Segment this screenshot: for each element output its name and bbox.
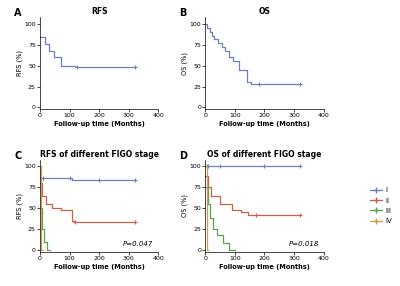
X-axis label: Follow-up time (Months): Follow-up time (Months) [219, 121, 310, 127]
X-axis label: Follow-up time (Months): Follow-up time (Months) [54, 264, 144, 270]
Legend: I, II, III, IV: I, II, III, IV [370, 187, 392, 224]
Title: OS: OS [258, 7, 270, 16]
Text: P=0.047: P=0.047 [123, 241, 154, 247]
Text: P=0.018: P=0.018 [288, 241, 319, 247]
Y-axis label: OS (%): OS (%) [182, 194, 188, 217]
X-axis label: Follow-up time (Months): Follow-up time (Months) [54, 121, 144, 127]
Title: RFS: RFS [91, 7, 107, 16]
Title: RFS of different FIGO stage: RFS of different FIGO stage [40, 150, 158, 159]
Text: C: C [14, 150, 21, 160]
Y-axis label: RFS (%): RFS (%) [16, 193, 23, 219]
Text: B: B [179, 8, 187, 18]
Text: A: A [14, 8, 22, 18]
Text: D: D [179, 150, 187, 160]
X-axis label: Follow-up time (Months): Follow-up time (Months) [219, 264, 310, 270]
Y-axis label: OS (%): OS (%) [182, 52, 188, 75]
Title: OS of different FIGO stage: OS of different FIGO stage [207, 150, 322, 159]
Y-axis label: RFS (%): RFS (%) [16, 50, 23, 76]
